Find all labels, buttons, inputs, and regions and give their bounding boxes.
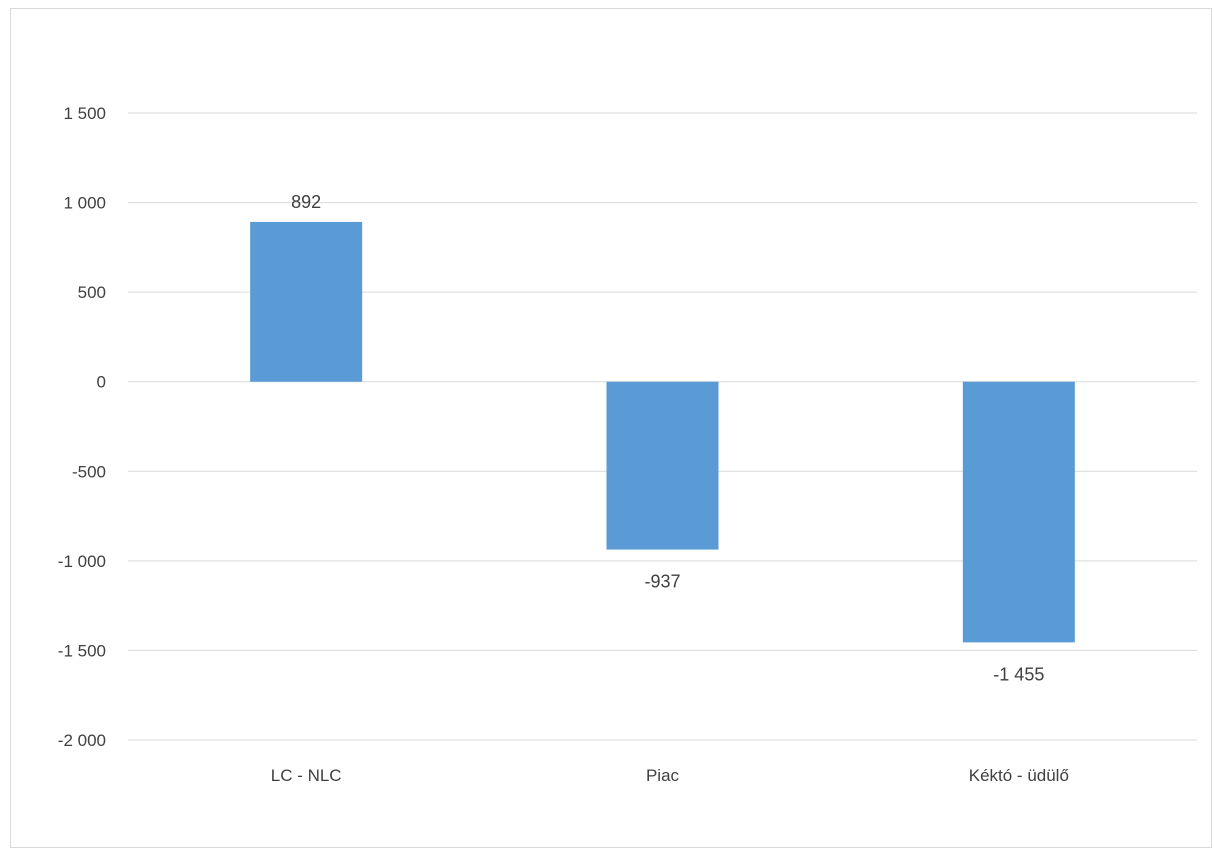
- x-tick-label: LC - NLC: [271, 766, 342, 785]
- data-labels: 892 -937 -1 455: [291, 192, 1044, 684]
- y-tick-label: -1 000: [58, 552, 106, 571]
- y-axis-tick-labels: 1 500 1 000 500 0 -500 -1 000 -1 500 -2 000: [58, 104, 106, 750]
- y-tick-label: 0: [97, 373, 106, 392]
- bar-data-label: 892: [291, 192, 321, 212]
- y-tick-label: 1 000: [63, 194, 106, 213]
- bars: [250, 221, 1075, 643]
- y-tick-label: -500: [72, 462, 106, 481]
- y-tick-label: -1 500: [58, 641, 106, 660]
- y-tick-label: -2 000: [58, 731, 106, 750]
- bar: [962, 381, 1075, 643]
- bar-data-label: -937: [644, 572, 680, 592]
- x-tick-label: Kéktó - üdülő: [969, 766, 1069, 785]
- x-tick-label: Piac: [646, 766, 680, 785]
- bar: [606, 381, 719, 550]
- bar-data-label: -1 455: [993, 664, 1044, 684]
- y-tick-label: 1 500: [63, 104, 106, 123]
- bar: [250, 221, 363, 382]
- y-tick-label: 500: [78, 283, 106, 302]
- x-axis-tick-labels: LC - NLC Piac Kéktó - üdülő: [271, 766, 1069, 785]
